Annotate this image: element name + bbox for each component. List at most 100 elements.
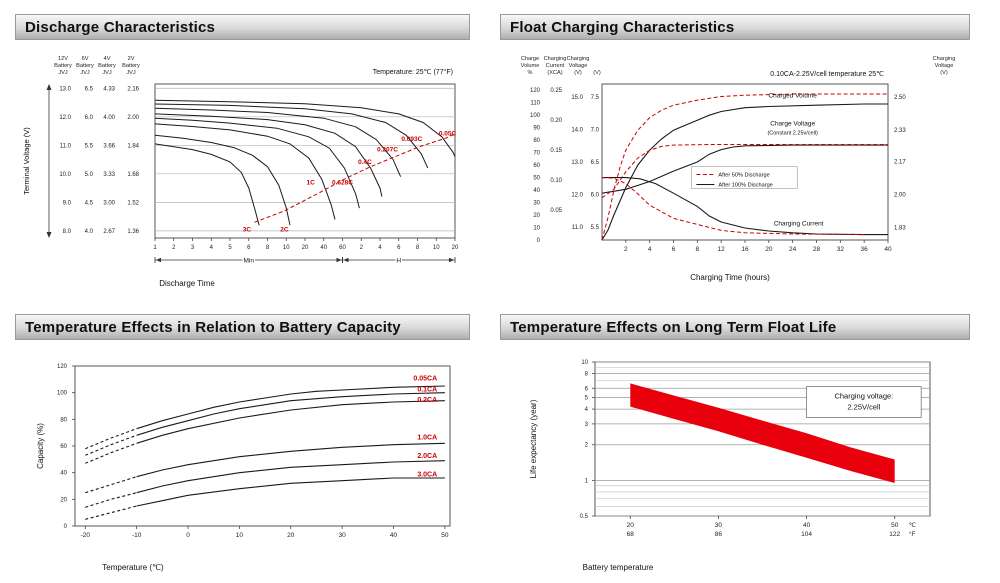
svg-text:60: 60 [60, 444, 67, 450]
svg-text:16: 16 [741, 246, 749, 253]
svg-text:Terminal Voltage (V): Terminal Voltage (V) [22, 127, 31, 195]
svg-text:Charged Volume: Charged Volume [768, 93, 817, 100]
svg-text:JVJ: JVJ [102, 70, 112, 76]
svg-text:1.52: 1.52 [127, 200, 139, 206]
svg-text:0: 0 [186, 532, 190, 539]
svg-text:4.5: 4.5 [85, 200, 94, 206]
panel-float-life-header: Temperature Effects on Long Term Float L… [500, 314, 970, 340]
svg-text:5.5: 5.5 [85, 143, 94, 149]
svg-text:Charging: Charging [933, 56, 956, 62]
svg-text:0.15: 0.15 [550, 148, 562, 154]
svg-text:40: 40 [884, 246, 892, 253]
svg-text:6: 6 [397, 245, 401, 251]
svg-text:Charging Time (hours): Charging Time (hours) [690, 273, 770, 282]
svg-text:12V: 12V [58, 56, 68, 62]
svg-text:10: 10 [236, 532, 244, 539]
svg-text:9.0: 9.0 [63, 200, 72, 206]
svg-text:2.17: 2.17 [894, 159, 906, 165]
svg-text:80: 80 [533, 138, 540, 144]
svg-text:6.5: 6.5 [85, 86, 94, 92]
svg-text:0: 0 [64, 524, 68, 530]
svg-text:Battery: Battery [122, 63, 140, 69]
svg-text:14.0: 14.0 [571, 128, 583, 134]
svg-text:4V: 4V [104, 56, 111, 62]
svg-text:°F: °F [909, 530, 916, 538]
svg-text:Temperature (℃): Temperature (℃) [102, 563, 164, 572]
svg-text:20: 20 [60, 497, 67, 503]
svg-text:H: H [396, 257, 401, 264]
svg-text:6: 6 [672, 246, 676, 253]
svg-text:Battery temperature: Battery temperature [583, 563, 654, 572]
svg-text:JVJ: JVJ [80, 70, 90, 76]
panel-temp-capacity: Temperature Effects in Relation to Batte… [15, 314, 470, 578]
svg-text:4.0: 4.0 [85, 229, 94, 235]
svg-text:0.093C: 0.093C [401, 136, 422, 143]
svg-text:6V: 6V [82, 56, 89, 62]
svg-text:3.00: 3.00 [103, 200, 115, 206]
svg-text:After 100% Discharge: After 100% Discharge [718, 182, 772, 188]
svg-text:0.05CA: 0.05CA [413, 376, 437, 383]
svg-text:4: 4 [585, 407, 589, 413]
svg-text:Discharge Time: Discharge Time [159, 279, 215, 288]
svg-text:20: 20 [302, 245, 309, 251]
svg-text:0.207C: 0.207C [377, 147, 398, 154]
svg-text:24: 24 [789, 246, 797, 253]
svg-text:10: 10 [581, 360, 588, 366]
svg-text:Charging: Charging [567, 56, 590, 62]
svg-text:36: 36 [861, 246, 869, 253]
svg-text:0.05: 0.05 [550, 208, 562, 214]
panel-title: Temperature Effects on Long Term Float L… [510, 319, 837, 336]
svg-text:90: 90 [533, 126, 540, 132]
svg-text:15.0: 15.0 [571, 95, 583, 101]
svg-text:10: 10 [533, 226, 540, 232]
svg-text:10.0: 10.0 [59, 172, 71, 178]
svg-text:2: 2 [624, 246, 628, 253]
svg-text:6: 6 [585, 386, 589, 392]
svg-text:8: 8 [585, 371, 589, 377]
svg-text:(Constant 2.25v/cell): (Constant 2.25v/cell) [767, 131, 818, 137]
svg-text:2C: 2C [280, 226, 289, 233]
svg-text:3: 3 [191, 245, 195, 251]
panel-title: Discharge Characteristics [25, 19, 216, 36]
svg-text:Battery: Battery [98, 63, 116, 69]
svg-text:28: 28 [813, 246, 821, 253]
svg-text:100: 100 [57, 391, 68, 397]
svg-text:Min: Min [244, 257, 255, 264]
svg-text:5.5: 5.5 [591, 225, 600, 231]
svg-text:80: 80 [60, 417, 67, 423]
svg-text:Charging voltage:: Charging voltage: [834, 392, 893, 401]
svg-text:6.5: 6.5 [591, 160, 600, 166]
svg-text:0.2CA: 0.2CA [417, 397, 437, 404]
svg-text:Volume: Volume [521, 63, 540, 69]
svg-text:13.0: 13.0 [59, 86, 71, 92]
svg-text:5: 5 [585, 396, 589, 402]
svg-text:2.67: 2.67 [103, 229, 115, 235]
svg-text:0.25: 0.25 [550, 88, 562, 94]
svg-text:12.0: 12.0 [571, 193, 583, 199]
svg-text:7.0: 7.0 [591, 128, 600, 134]
svg-text:℃: ℃ [909, 522, 917, 529]
svg-text:Battery: Battery [76, 63, 94, 69]
svg-text:20: 20 [533, 213, 540, 219]
svg-text:10: 10 [433, 245, 440, 251]
svg-text:3: 3 [585, 422, 589, 428]
svg-text:Charge Voltage: Charge Voltage [770, 121, 815, 128]
svg-text:2: 2 [172, 245, 176, 251]
svg-text:2.16: 2.16 [127, 86, 139, 92]
panel-float-charging-header: Float Charging Characteristics [500, 14, 970, 40]
svg-text:2.33: 2.33 [894, 128, 906, 134]
svg-text:Charging: Charging [544, 56, 567, 62]
temperature-capacity-chart: 0.05CA0.1CA0.2CA1.0CA2.0CA3.0CA120100806… [36, 364, 451, 572]
svg-text:20: 20 [627, 522, 635, 529]
svg-text:20: 20 [287, 532, 295, 539]
svg-text:110: 110 [530, 101, 540, 107]
float-life-chart: 1086543210.5206830864010450122℃°FBattery… [529, 360, 931, 572]
svg-text:40: 40 [390, 532, 398, 539]
svg-text:0.05C: 0.05C [439, 130, 457, 137]
svg-text:5.0: 5.0 [85, 172, 94, 178]
float-charging-characteristics-chart: Charged Volume Charge Voltage (Constant 2.… [521, 56, 956, 282]
svg-text:2.25V/cell: 2.25V/cell [847, 403, 880, 412]
panel-float-life: Temperature Effects on Long Term Float L… [500, 314, 970, 578]
svg-text:11.0: 11.0 [572, 225, 584, 231]
